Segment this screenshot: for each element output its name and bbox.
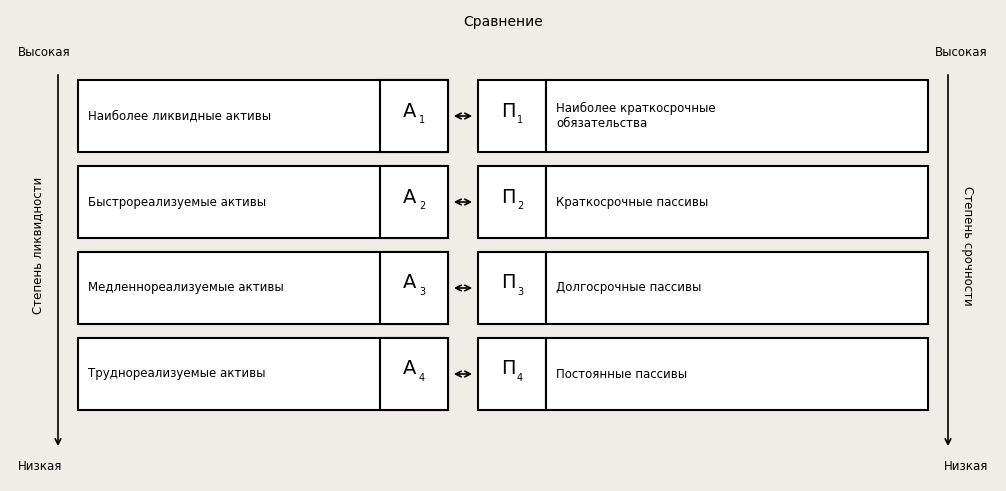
Text: 3: 3 (517, 287, 523, 297)
Text: П: П (501, 102, 515, 120)
Bar (478, 252, 546, 324)
Text: Медленнореализуемые активы: Медленнореализуемые активы (88, 281, 284, 295)
Text: Высокая: Высокая (18, 46, 70, 58)
Text: 2: 2 (418, 201, 426, 211)
Text: 3: 3 (418, 287, 426, 297)
Bar (380, 166, 448, 238)
Text: Степень ликвидности: Степень ликвидности (31, 177, 44, 314)
Bar (380, 338, 448, 410)
Bar (546, 166, 928, 238)
Bar (546, 80, 928, 152)
Text: Степень срочности: Степень срочности (962, 186, 975, 305)
Text: Низкая: Низкая (944, 461, 988, 473)
Text: А: А (403, 102, 416, 120)
Bar (78, 338, 448, 410)
Text: П: П (501, 359, 515, 379)
Text: П: П (501, 188, 515, 207)
Text: Сравнение: Сравнение (463, 15, 543, 29)
Text: Низкая: Низкая (18, 461, 62, 473)
Text: А: А (403, 359, 416, 379)
Bar (78, 252, 448, 324)
Text: 1: 1 (418, 115, 426, 125)
Bar (478, 338, 546, 410)
Bar (546, 252, 928, 324)
Text: Краткосрочные пассивы: Краткосрочные пассивы (556, 195, 708, 209)
Bar (78, 166, 448, 238)
Text: Труднореализуемые активы: Труднореализуемые активы (88, 367, 266, 381)
Text: 4: 4 (517, 373, 523, 383)
Text: Наиболее краткосрочные
обязательства: Наиболее краткосрочные обязательства (556, 102, 715, 130)
Text: Постоянные пассивы: Постоянные пассивы (556, 367, 687, 381)
Bar (546, 338, 928, 410)
Text: 1: 1 (517, 115, 523, 125)
Text: А: А (403, 273, 416, 293)
Text: 2: 2 (517, 201, 523, 211)
Text: Высокая: Высокая (936, 46, 988, 58)
Text: 4: 4 (418, 373, 426, 383)
Bar (478, 80, 546, 152)
Text: Долгосрочные пассивы: Долгосрочные пассивы (556, 281, 701, 295)
Text: П: П (501, 273, 515, 293)
Bar (380, 252, 448, 324)
Bar (380, 80, 448, 152)
Text: А: А (403, 188, 416, 207)
Bar (78, 80, 448, 152)
Text: Наиболее ликвидные активы: Наиболее ликвидные активы (88, 109, 272, 122)
Text: Быстрореализуемые активы: Быстрореализуемые активы (88, 195, 267, 209)
Bar (478, 166, 546, 238)
